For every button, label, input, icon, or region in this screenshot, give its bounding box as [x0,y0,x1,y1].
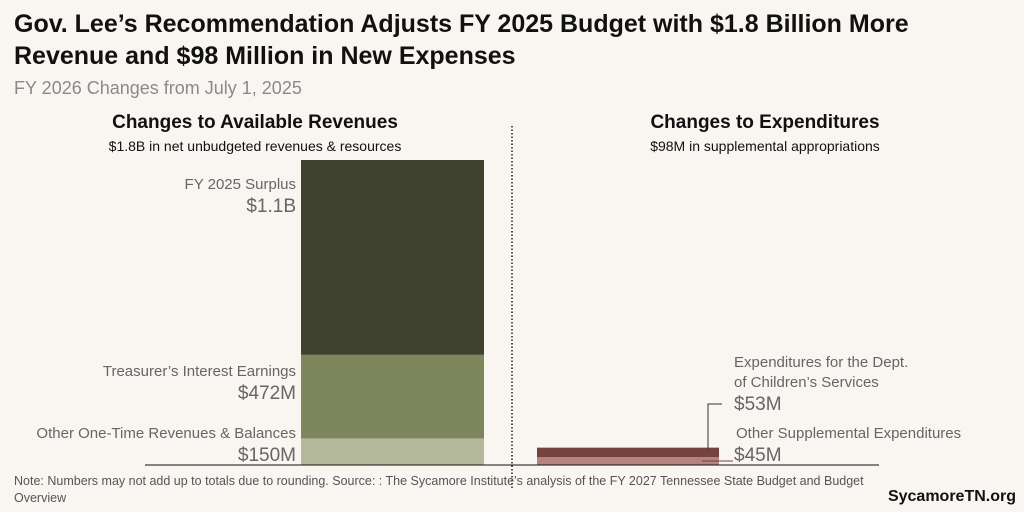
value-interest: $472M [237,383,296,404]
revenues-panel-title: Changes to Available Revenues [112,112,398,133]
source-note: Note: Numbers may not add up to totals d… [14,474,864,505]
bar-segment-0-0 [301,438,484,465]
bar-segment-0-1 [301,354,484,439]
chart-title: Gov. Lee’s Recommendation Adjusts FY 202… [14,10,909,70]
bar-segment-1-0 [537,457,719,465]
label-other-revenues: Other One-Time Revenues & Balances [36,425,296,442]
leader-line-dcs [707,403,722,449]
label-dcs: Expenditures for the Dept. of Children’s… [734,354,909,391]
chart-subtitle: FY 2026 Changes from July 1, 2025 [14,78,302,98]
value-other-expenditures: $45M [734,445,782,466]
bar-segment-0-2 [301,160,484,355]
label-other-expenditures: Other Supplemental Expenditures [736,425,962,442]
value-surplus: $1.1B [246,196,296,217]
revenues-panel-subtitle: $1.8B in net unbudgeted revenues & resou… [108,138,402,154]
expenditures-panel-subtitle: $98M in supplemental appropriations [650,138,880,154]
expenditures-panel-title: Changes to Expenditures [650,112,880,133]
brand-logo-text: SycamoreTN.org [887,488,1016,505]
bar-segment-1-1 [537,447,719,458]
value-dcs: $53M [734,394,782,415]
label-surplus: FY 2025 Surplus [184,176,296,193]
value-other-revenues: $150M [237,445,296,466]
label-interest: Treasurer’s Interest Earnings [102,363,296,380]
